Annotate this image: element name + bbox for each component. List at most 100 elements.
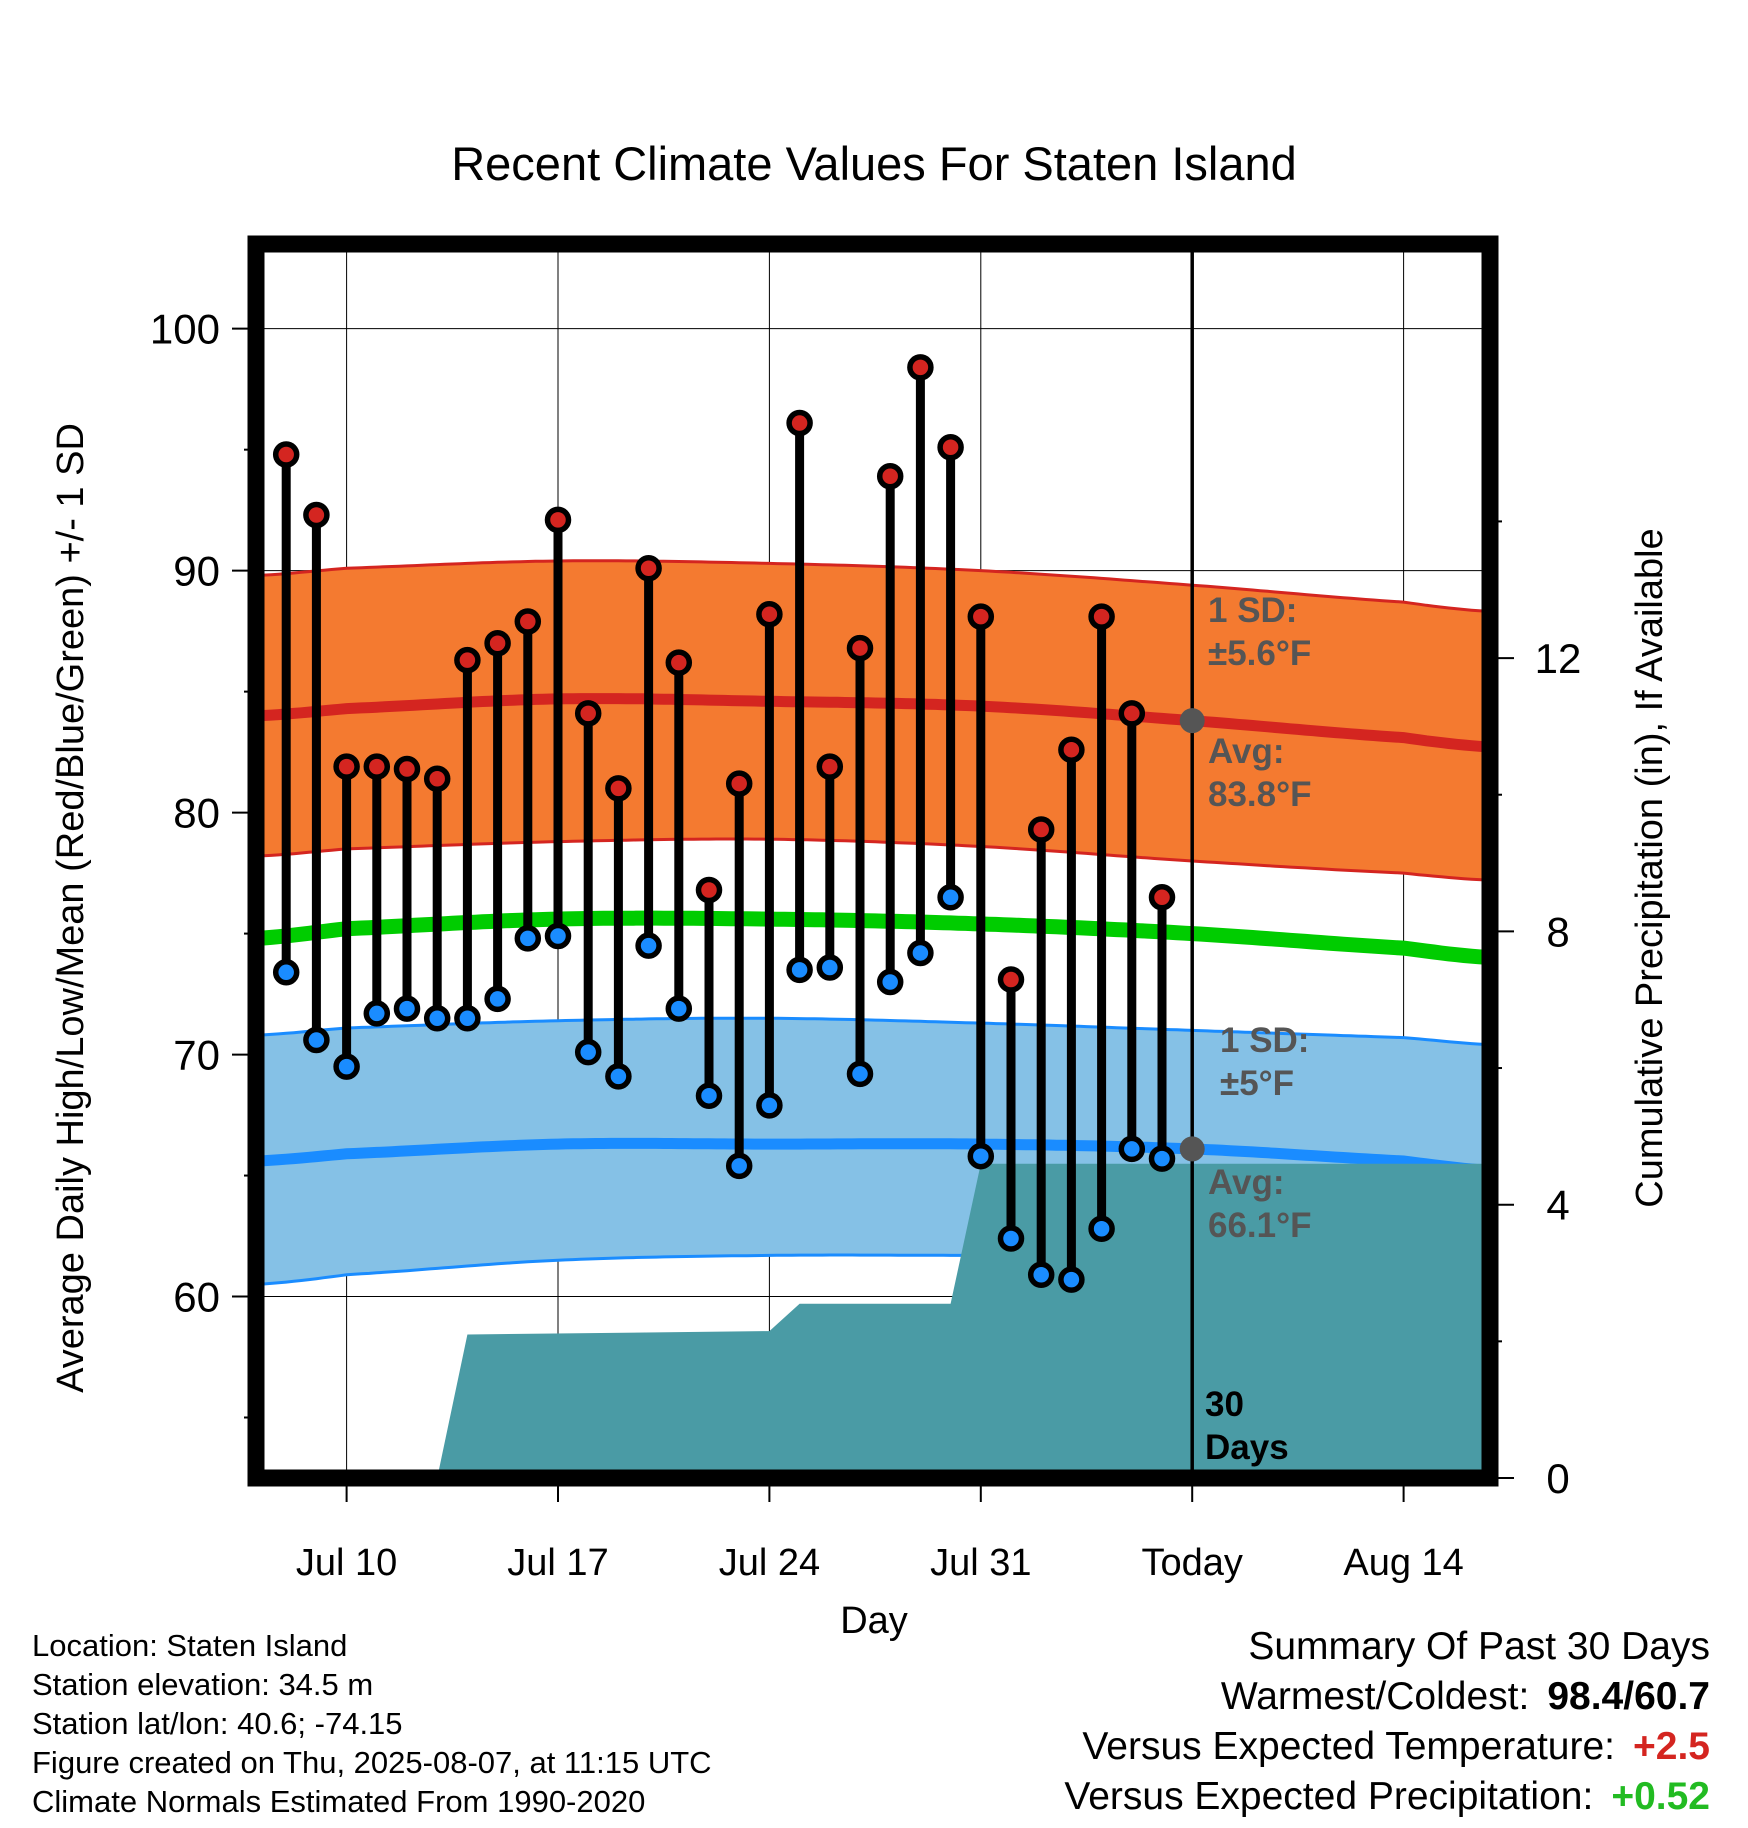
warm-cold-label: Warmest/Coldest: — [1220, 1675, 1530, 1718]
y-tick-label: 60 — [173, 1274, 220, 1321]
annotations: 1 SD: ±5.6°F Avg: 83.8°F 1 SD: ±5°F Avg: 66.1°F… — [1205, 591, 1312, 1467]
temp-row: Versus Expected Temperature: +2.5 — [1064, 1722, 1710, 1772]
high-point — [876, 463, 904, 490]
low-point — [574, 1038, 602, 1066]
low-point — [363, 1000, 391, 1027]
high-upper-line — [255, 559, 1495, 614]
high-sd-band — [256, 560, 1495, 881]
high-point — [1118, 700, 1146, 727]
temp-label: Versus Expected Temperature: — [1082, 1725, 1615, 1768]
x-tick-label: Jul 24 — [719, 1542, 820, 1584]
plot-frame — [247, 235, 1499, 1487]
chart-title: Recent Climate Values For Staten Island — [451, 137, 1297, 190]
low-point — [756, 1092, 783, 1119]
warm-cold-row: Warmest/Coldest: 98.4/60.7 — [1064, 1672, 1710, 1722]
low-point — [786, 956, 813, 984]
low-point — [544, 922, 572, 950]
low-point — [937, 884, 964, 911]
y-tick-label: 80 — [173, 790, 220, 837]
low-point — [1058, 1266, 1085, 1293]
low-point — [303, 1026, 330, 1054]
high-point — [635, 554, 662, 582]
precip-label: Versus Expected Precipitation: — [1064, 1775, 1594, 1818]
low-point — [1118, 1135, 1146, 1163]
high-point — [967, 603, 995, 630]
low-point — [1148, 1145, 1176, 1172]
warm-cold-value: 98.4/60.7 — [1547, 1675, 1710, 1718]
y2-tick-label: 4 — [1546, 1182, 1569, 1229]
high-sd-annotation: 1 SD: ±5.6°F — [1208, 591, 1311, 673]
precipitation-area — [256, 1163, 1495, 1478]
summary-panel: Summary Of Past 30 Days Warmest/Coldest:… — [1064, 1622, 1710, 1822]
low-point — [846, 1060, 874, 1088]
high-point — [423, 765, 451, 792]
precip-value: +0.52 — [1611, 1775, 1710, 1818]
created-text: Figure created on Thu, 2025-08-07, at 11… — [32, 1745, 712, 1780]
plot-border — [247, 235, 1499, 1487]
station-info: Location: Staten Island Station elevatio… — [32, 1626, 712, 1821]
high-point — [363, 753, 391, 780]
high-point — [1027, 816, 1055, 843]
y-tick-label: 90 — [173, 548, 220, 595]
high-point — [816, 753, 844, 780]
x-tick-label: Today — [1141, 1542, 1242, 1584]
x-axis-label: Day — [840, 1600, 908, 1642]
location-text: Location: Staten Island — [32, 1628, 348, 1663]
low-point — [1088, 1215, 1115, 1243]
low-point — [272, 959, 300, 986]
precip-row: Versus Expected Precipitation: +0.52 — [1064, 1772, 1710, 1822]
high-point — [272, 441, 300, 468]
low-point — [997, 1225, 1025, 1252]
thirty-day-label: 30 Days — [1205, 1385, 1289, 1467]
high-point — [393, 755, 421, 783]
axes: 60 70 80 90 100 0 4 8 12 Jul 10 Jul 17 Jul 24 Jul 31… — [150, 306, 1581, 1584]
low-point — [1027, 1261, 1055, 1289]
high-point — [544, 506, 572, 534]
high-point — [1088, 603, 1115, 630]
x-tick-label: Jul 17 — [507, 1542, 608, 1584]
today-high-avg-marker — [1179, 708, 1205, 734]
normal-mean-line — [255, 910, 1495, 966]
low-point — [454, 1005, 481, 1032]
latlon-text: Station lat/lon: 40.6; -74.15 — [32, 1706, 403, 1741]
high-point — [997, 966, 1025, 993]
high-avg-annotation: Avg: 83.8°F — [1208, 732, 1312, 814]
high-point — [756, 600, 783, 628]
low-point — [967, 1142, 995, 1170]
low-point — [514, 925, 542, 952]
today-low-avg-marker — [1179, 1136, 1205, 1162]
normals-text: Climate Normals Estimated From 1990-2020 — [32, 1784, 646, 1819]
normal-bands — [255, 559, 1495, 1286]
low-point — [695, 1082, 723, 1109]
y2-tick-label: 8 — [1546, 908, 1569, 955]
y-tick-label: 100 — [150, 306, 220, 353]
high-point — [665, 649, 693, 676]
low-point — [876, 968, 904, 996]
summary-title: Summary Of Past 30 Days — [1248, 1625, 1710, 1668]
high-point — [454, 646, 481, 674]
x-tick-label: Aug 14 — [1343, 1542, 1463, 1584]
low-point — [393, 995, 421, 1022]
high-point — [725, 770, 753, 797]
low-point — [333, 1053, 360, 1080]
high-point — [514, 608, 542, 635]
high-point — [1148, 884, 1176, 911]
high-point — [937, 433, 964, 461]
precip-area — [256, 1163, 1495, 1478]
normal-high-line — [255, 693, 1495, 753]
high-point — [303, 501, 330, 529]
y-tick-label: 70 — [173, 1032, 220, 1079]
low-point — [907, 939, 934, 967]
y2-axis-label: Cumulative Precipitation (in), If Availa… — [1629, 528, 1671, 1207]
low-point — [665, 995, 693, 1022]
low-sd-annotation: 1 SD: ±5°F — [1220, 1021, 1309, 1103]
high-point — [605, 775, 632, 802]
x-tick-label: Jul 31 — [930, 1542, 1031, 1584]
low-point — [605, 1063, 632, 1090]
low-point — [816, 954, 844, 981]
low-point — [635, 932, 662, 959]
high-point — [695, 876, 723, 904]
y2-tick-label: 0 — [1546, 1455, 1569, 1502]
y2-tick-label: 12 — [1535, 635, 1582, 682]
